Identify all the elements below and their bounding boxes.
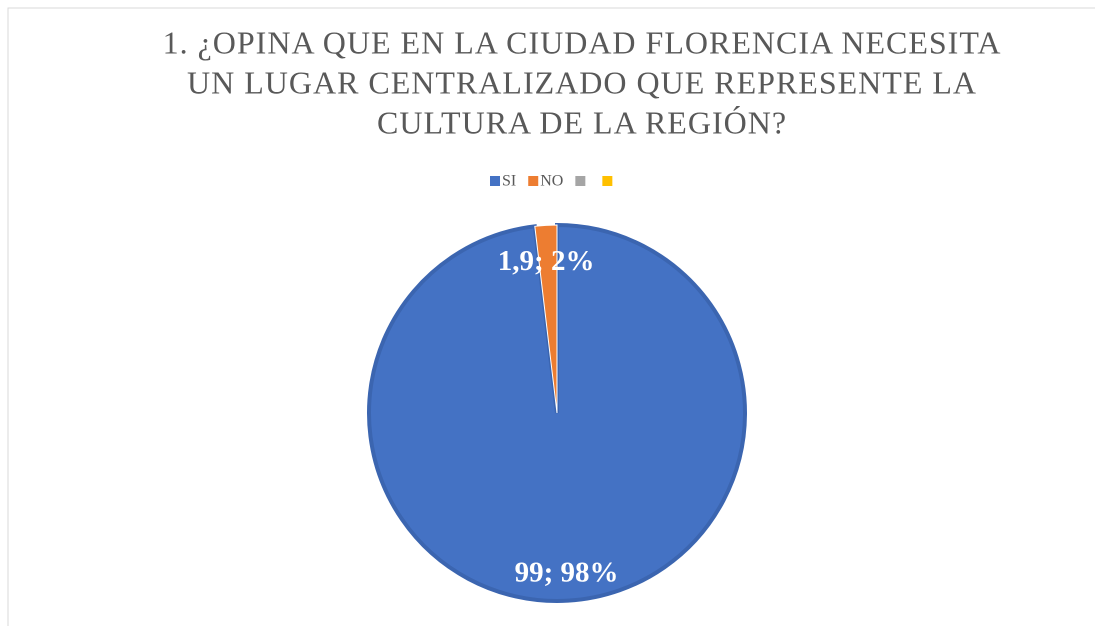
- legend-label: NO: [540, 173, 563, 190]
- data-label: 1,9; 2%: [498, 245, 595, 277]
- legend-swatch: [602, 176, 613, 186]
- legend-swatch: [490, 176, 500, 186]
- chart-title: UN LUGAR CENTRALIZADO QUE REPRESENTE LA: [187, 64, 977, 100]
- legend-swatch: [575, 176, 586, 186]
- chart-title: 1. ¿OPINA QUE EN LA CIUDAD FLORENCIA NEC…: [163, 24, 1002, 60]
- legend-swatch: [528, 176, 539, 186]
- pie-slice: [534, 224, 558, 414]
- chart-title: CULTURA DE LA REGIÓN?: [377, 104, 787, 140]
- legend-label: SI: [502, 173, 516, 190]
- data-label: 99; 98%: [515, 556, 619, 588]
